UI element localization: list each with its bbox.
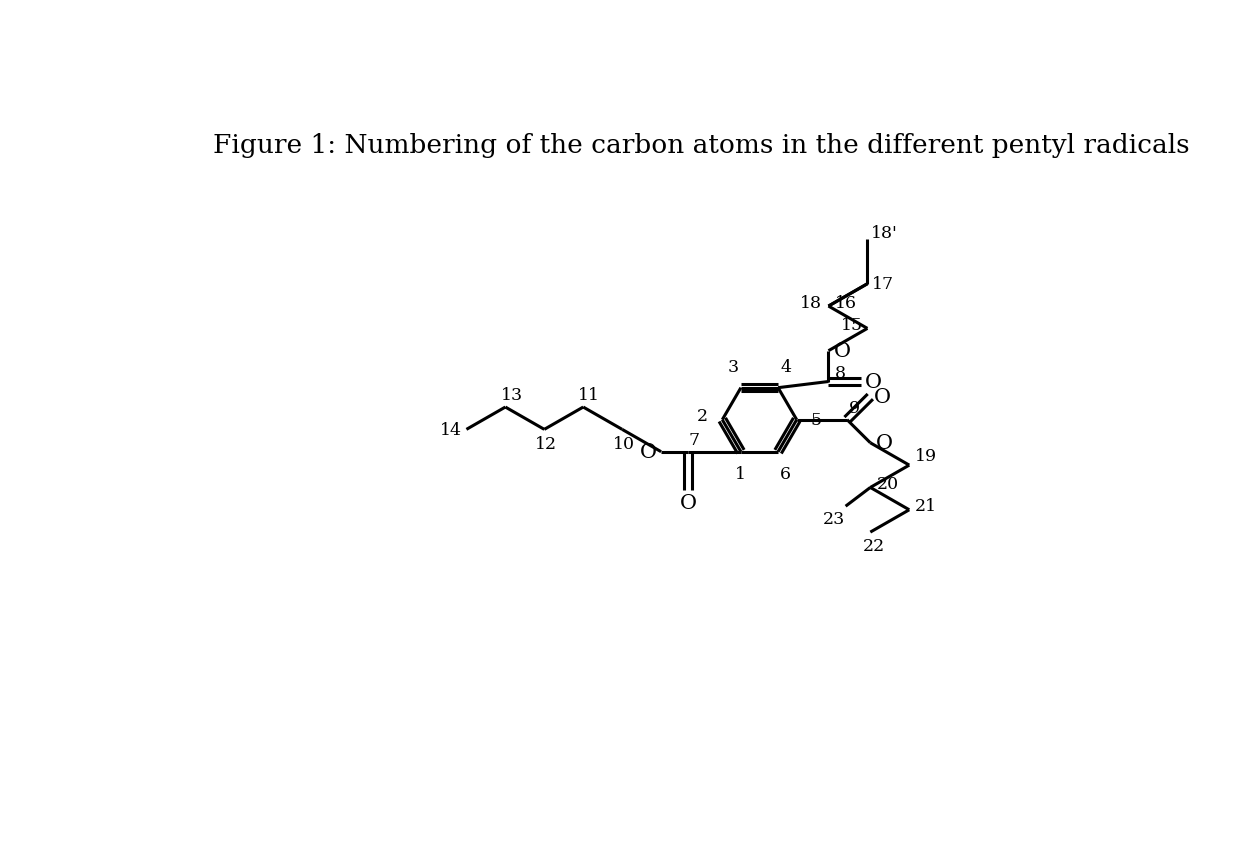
Text: 20: 20 [877, 475, 899, 492]
Text: 17: 17 [872, 276, 894, 293]
Text: 18: 18 [801, 294, 822, 312]
Text: O: O [874, 387, 892, 406]
Text: 5: 5 [811, 412, 822, 429]
Text: Figure 1: Numbering of the carbon atoms in the different pentyl radicals: Figure 1: Numbering of the carbon atoms … [213, 133, 1189, 158]
Text: 3: 3 [728, 358, 739, 375]
Text: 23: 23 [823, 511, 846, 528]
Text: O: O [875, 434, 893, 453]
Text: 11: 11 [578, 387, 600, 404]
Text: 18': 18' [870, 225, 898, 242]
Text: 8: 8 [836, 364, 847, 381]
Text: 10: 10 [613, 435, 635, 452]
Text: 16: 16 [835, 294, 857, 312]
Text: 22: 22 [863, 538, 885, 554]
Text: O: O [835, 342, 851, 361]
Text: 7: 7 [689, 431, 699, 449]
Text: O: O [680, 493, 697, 512]
Text: 13: 13 [501, 387, 522, 404]
Text: 4: 4 [780, 358, 791, 375]
Text: 15: 15 [841, 317, 863, 334]
Text: O: O [640, 443, 657, 461]
Text: O: O [866, 373, 882, 392]
Text: 14: 14 [440, 421, 463, 438]
Text: 19: 19 [915, 448, 937, 465]
Text: 9: 9 [849, 400, 861, 417]
Text: 6: 6 [780, 465, 791, 482]
Text: 12: 12 [534, 435, 557, 452]
Text: 2: 2 [697, 408, 708, 424]
Text: 21: 21 [915, 498, 937, 515]
Text: 1: 1 [735, 465, 746, 482]
